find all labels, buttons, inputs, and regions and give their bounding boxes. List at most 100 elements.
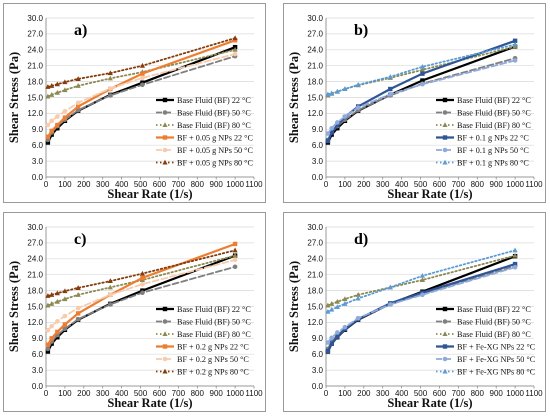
data-point: [325, 309, 331, 314]
data-point: [355, 315, 361, 321]
x-tick-label: 1100: [245, 180, 263, 189]
y-tick-label: 9.0: [312, 125, 324, 134]
x-tick-label: 300: [376, 180, 390, 189]
data-point: [420, 71, 425, 76]
data-point: [139, 62, 146, 68]
data-point: [140, 75, 145, 81]
y-tick-label: 9.0: [312, 334, 324, 343]
data-point: [419, 277, 426, 282]
legend-marker: [442, 331, 448, 336]
legend-label: BF + 0.1 g NPs 80 °C: [457, 159, 529, 168]
legend-marker: [442, 122, 448, 127]
x-tick-label: 300: [376, 389, 390, 398]
y-tick-label: 27.0: [307, 30, 323, 39]
data-point: [232, 38, 238, 43]
legend-label: Base Fluid (BF) 50 °C: [177, 318, 251, 327]
x-tick-label: 1000: [226, 389, 244, 398]
x-axis-title: Shear Rate (1/s): [107, 396, 192, 410]
data-point: [342, 296, 348, 302]
data-point: [75, 107, 81, 113]
data-point: [45, 140, 51, 145]
legend-marker: [162, 97, 168, 103]
series-3: [45, 252, 238, 308]
data-point: [335, 330, 340, 335]
legend-label: Base Fluid (BF) 22 °C: [177, 305, 251, 314]
series-3: [45, 47, 238, 99]
data-point: [75, 285, 81, 290]
legend-marker: [162, 344, 168, 349]
legend-label: Base Fluid (BF) 80 °C: [457, 121, 531, 130]
data-point: [387, 284, 393, 290]
data-point: [387, 74, 393, 79]
data-point: [512, 261, 518, 267]
panel-label: b): [354, 22, 368, 39]
y-tick-label: 12.0: [307, 109, 323, 118]
data-point: [232, 252, 238, 258]
x-tick-label: 400: [395, 389, 409, 398]
legend-marker: [162, 319, 168, 324]
legend: Base Fluid (BF) 22 °C Base Fluid (BF) 50 …: [156, 96, 253, 168]
data-point: [232, 241, 238, 247]
data-point: [62, 115, 68, 120]
x-tick-label: 100: [58, 180, 72, 189]
data-point: [45, 328, 51, 333]
y-tick-label: 6.0: [32, 350, 44, 359]
legend-marker: [442, 344, 448, 349]
data-point: [325, 138, 331, 144]
series-6: [45, 247, 238, 298]
y-tick-label: 12.0: [27, 318, 43, 327]
y-tick-label: 6.0: [312, 350, 324, 359]
x-tick-label: 400: [115, 180, 129, 189]
data-point: [388, 86, 393, 92]
series-5: [45, 51, 238, 128]
data-point: [342, 114, 348, 119]
data-point: [49, 92, 55, 97]
series-line: [327, 266, 516, 344]
data-point: [420, 78, 425, 83]
y-axis-title: Shear Stress (Pa): [287, 52, 301, 143]
x-tick-label: 700: [172, 389, 186, 398]
legend-label: Base Fluid (BF) 22 °C: [457, 96, 531, 105]
data-point: [329, 335, 334, 341]
legend-label: BF + 0.1 g NPs 22 °C: [457, 134, 529, 143]
x-tick-label: 600: [433, 180, 447, 189]
legend-label: BF + 0.05 g NPs 80 °C: [177, 159, 253, 168]
legend-marker: [162, 368, 168, 374]
y-tick-label: 0.0: [312, 382, 324, 391]
data-point: [75, 76, 81, 81]
legend-label: Base Fluid (BF) 80 °C: [177, 330, 251, 339]
y-tick-label: 0.0: [32, 382, 44, 391]
legend-marker: [442, 306, 448, 312]
legend-marker: [162, 135, 168, 140]
data-point: [355, 295, 361, 301]
chart-svg: 0.0 3.0 6.0 9.0 12.0 15.0 18.0 21.0 24.0 27.0 30.0…: [7, 223, 263, 410]
data-point: [334, 304, 340, 310]
data-point: [329, 341, 334, 346]
data-point: [139, 270, 146, 276]
data-point: [325, 302, 331, 308]
x-tick-label: 900: [490, 180, 504, 189]
data-point: [329, 301, 335, 306]
data-point: [45, 302, 51, 308]
y-tick-label: 21.0: [307, 62, 323, 71]
chart-svg: 0.0 3.0 6.0 9.0 12.0 15.0 18.0 21.0 24.0 27.0 30.0…: [287, 14, 543, 201]
legend-marker: [442, 147, 448, 153]
y-tick-label: 6.0: [32, 141, 44, 150]
data-point: [329, 125, 334, 131]
y-tick-label: 3.0: [32, 157, 44, 166]
series-6: [45, 35, 238, 89]
x-tick-label: 1100: [525, 389, 543, 398]
y-tick-label: 24.0: [27, 255, 43, 264]
panel-label: d): [354, 231, 368, 248]
data-point: [49, 83, 55, 88]
x-tick-label: 1000: [506, 180, 524, 189]
legend-label: Base Fluid (BF) 80 °C: [177, 121, 251, 130]
legend-label: Base Fluid (BF) 50 °C: [457, 318, 531, 327]
legend: Base Fluid (BF) 22 °C Base Fluid (BF) 50 …: [436, 305, 536, 377]
data-point: [387, 92, 393, 97]
data-point: [45, 346, 51, 352]
x-axis-title: Shear Rate (1/s): [107, 187, 192, 201]
x-tick-label: 800: [471, 389, 485, 398]
data-point: [107, 278, 113, 284]
data-point: [140, 71, 145, 76]
